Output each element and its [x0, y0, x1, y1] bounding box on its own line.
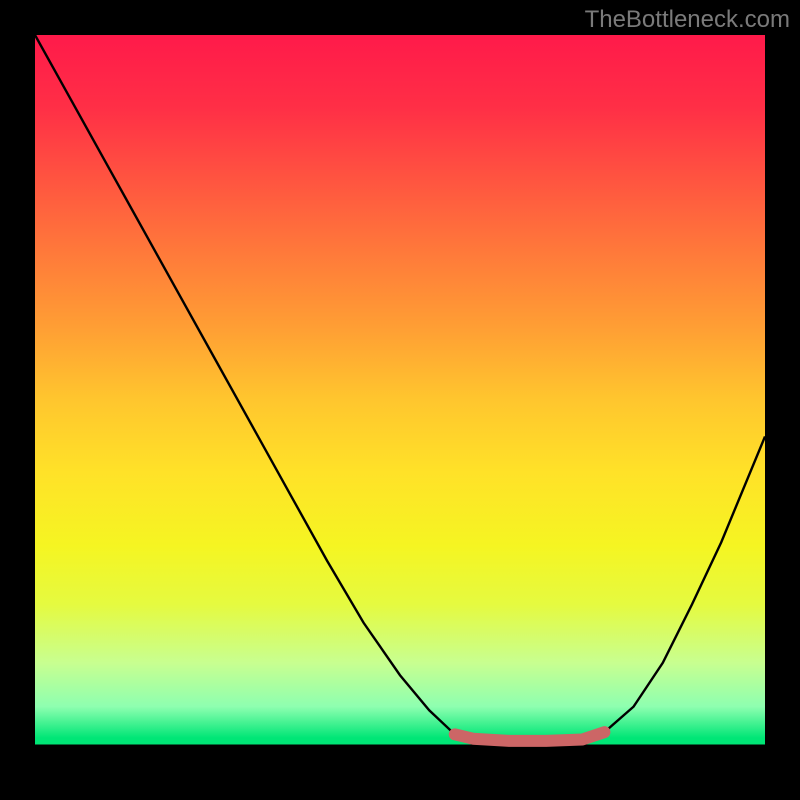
watermark-text: TheBottleneck.com — [585, 6, 790, 34]
curve-svg — [35, 35, 765, 765]
bottleneck-marker — [455, 732, 605, 741]
chart-container: TheBottleneck.com — [0, 0, 800, 800]
plot-area — [35, 35, 765, 765]
bottleneck-curve — [35, 35, 765, 741]
